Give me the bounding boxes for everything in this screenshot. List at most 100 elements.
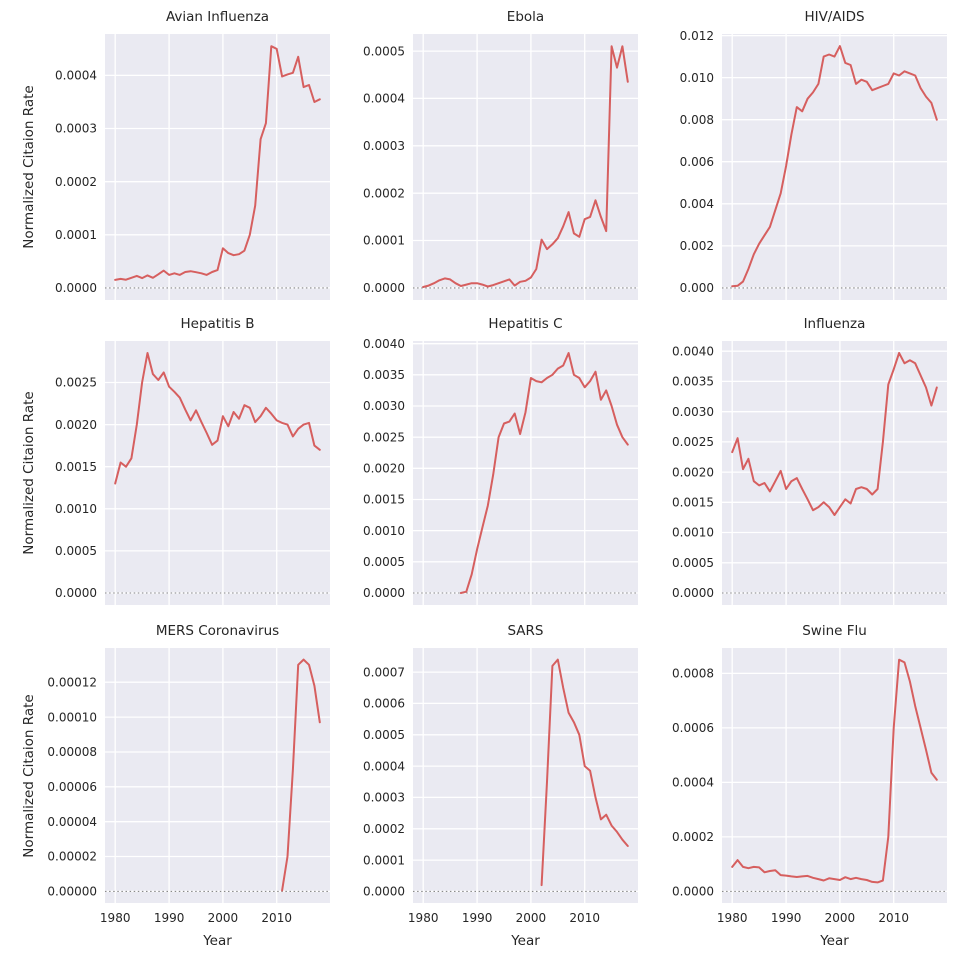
x-tick-label: 1990 xyxy=(462,911,493,925)
y-tick-label: 0.0025 xyxy=(55,376,97,390)
subplot-title: Ebola xyxy=(506,9,545,25)
x-tick-label: 2010 xyxy=(878,911,909,925)
y-tick-label: 0.0010 xyxy=(672,526,714,540)
axes-background xyxy=(413,648,638,903)
data-line xyxy=(731,658,938,884)
y-tick-label: 0.0040 xyxy=(672,344,714,358)
y-tick-label: 0.006 xyxy=(680,155,714,169)
axes-background xyxy=(105,34,330,300)
data-line xyxy=(731,352,938,516)
y-tick-label: 0.0000 xyxy=(363,885,405,899)
x-tick-label: 2000 xyxy=(825,911,856,925)
y-tick-label: 0.0015 xyxy=(55,460,97,474)
y-tick-label: 0.0003 xyxy=(363,791,405,805)
y-tick-label: 0.0040 xyxy=(363,337,405,351)
y-tick-label: 0.0015 xyxy=(363,493,405,507)
plot-area: 0.0000 0.0005 0.0010 0.0015 0.0020 0.0025 0.00… xyxy=(672,341,947,605)
y-tick-label: 0.00000 xyxy=(47,885,97,899)
y-tick-label: 0.012 xyxy=(680,29,714,43)
y-tick-label: 0.0004 xyxy=(672,776,714,790)
data-line xyxy=(459,352,629,594)
y-tick-label: 0.0035 xyxy=(363,368,405,382)
subplot-title: SARS xyxy=(507,623,544,639)
y-tick-label: 0.0020 xyxy=(55,418,97,432)
axes-background xyxy=(105,341,330,605)
subplot-title: Hepatitis C xyxy=(488,316,563,332)
y-tick-label: 0.0004 xyxy=(363,92,405,106)
plot-area: 0.0000 0.0001 0.0002 0.0003 0.0004 0.0005 xyxy=(363,34,638,300)
y-tick-label: 0.0025 xyxy=(363,430,405,444)
subplot-hiv-aids: HIV/AIDS 0.000 0.002 0.004 0.006 0.008 0.010 0… xyxy=(632,4,962,312)
axes-background xyxy=(722,34,947,300)
axes-background xyxy=(722,648,947,903)
subplot-ebola: Ebola 0.0000 0.0001 0.0002 0.0003 0.0004 0.00… xyxy=(323,4,653,312)
axes-background xyxy=(413,34,638,300)
y-tick-label: 0.0002 xyxy=(363,186,405,200)
y-tick-label: 0.0006 xyxy=(672,721,714,735)
y-tick-label: 0.0000 xyxy=(672,885,714,899)
y-tick-label: 0.0030 xyxy=(672,405,714,419)
subplot-influenza: Influenza 0.0000 0.0005 0.0010 0.0015 0.0020… xyxy=(632,311,962,617)
y-tick-label: 0.004 xyxy=(680,197,714,211)
data-line xyxy=(114,45,321,281)
y-tick-label: 0.0001 xyxy=(363,853,405,867)
x-axis-label: Year xyxy=(511,933,540,949)
y-tick-label: 0.0002 xyxy=(55,175,97,189)
subplot-mers-coronavirus: MERS Coronavirus Normalized Citaion Rate… xyxy=(15,618,345,965)
y-tick-label: 0.000 xyxy=(680,281,714,295)
y-tick-label: 0.0002 xyxy=(672,830,714,844)
subplot-title: MERS Coronavirus xyxy=(155,623,280,639)
axes-background xyxy=(722,341,947,605)
x-tick-label: 2010 xyxy=(569,911,600,925)
x-tick-label: 2000 xyxy=(208,911,239,925)
x-tick-label: 1980 xyxy=(100,911,131,925)
plot-area: 0.0000 0.0001 0.0002 0.0003 0.0004 0.0005 0.00… xyxy=(363,648,638,925)
y-tick-label: 0.0005 xyxy=(672,556,714,570)
y-tick-label: 0.0005 xyxy=(55,544,97,558)
subplot-title: HIV/AIDS xyxy=(804,9,865,25)
subplot-title: Avian Influenza xyxy=(165,9,270,25)
subplot-sars: SARS Year 0.0000 0.0001 0.0002 0.0003 0.0004… xyxy=(323,618,653,965)
x-axis-label: Year xyxy=(203,933,232,949)
y-tick-label: 0.0020 xyxy=(363,462,405,476)
y-tick-label: 0.00012 xyxy=(47,675,97,689)
axes-background xyxy=(413,341,638,605)
data-line xyxy=(114,352,321,485)
y-tick-label: 0.0000 xyxy=(55,586,97,600)
y-tick-label: 0.0006 xyxy=(363,697,405,711)
y-tick-label: 0.0004 xyxy=(55,69,97,83)
y-tick-label: 0.0008 xyxy=(672,667,714,681)
y-tick-label: 0.0003 xyxy=(363,139,405,153)
y-tick-label: 0.0002 xyxy=(363,822,405,836)
y-tick-label: 0.0000 xyxy=(55,281,97,295)
y-tick-label: 0.0007 xyxy=(363,665,405,679)
y-tick-label: 0.002 xyxy=(680,239,714,253)
y-tick-label: 0.0005 xyxy=(363,555,405,569)
plot-area: 0.0000 0.0005 0.0010 0.0015 0.0020 0.0025 0.00… xyxy=(363,337,638,605)
y-tick-label: 0.00006 xyxy=(47,780,97,794)
y-tick-label: 0.0035 xyxy=(672,375,714,389)
y-tick-label: 0.0004 xyxy=(363,759,405,773)
subplot-avian-influenza: Avian Influenza Normalized Citaion Rate … xyxy=(15,4,345,312)
data-line xyxy=(281,658,321,892)
data-line xyxy=(422,45,629,288)
y-tick-label: 0.0010 xyxy=(55,502,97,516)
subplot-hepatitis-b: Hepatitis B Normalized Citaion Rate 0.00… xyxy=(15,311,345,617)
y-tick-label: 0.010 xyxy=(680,71,714,85)
y-tick-label: 0.0025 xyxy=(672,435,714,449)
subplot-title: Influenza xyxy=(803,316,866,332)
subplot-title: Hepatitis B xyxy=(180,316,255,332)
y-tick-label: 0.0000 xyxy=(363,586,405,600)
data-line xyxy=(540,658,629,887)
y-tick-label: 0.0001 xyxy=(55,228,97,242)
x-tick-label: 2000 xyxy=(516,911,547,925)
subplot-title: Swine Flu xyxy=(802,623,867,639)
y-tick-label: 0.0000 xyxy=(672,586,714,600)
y-tick-label: 0.0005 xyxy=(363,728,405,742)
y-tick-label: 0.008 xyxy=(680,113,714,127)
y-tick-label: 0.0015 xyxy=(672,496,714,510)
subplot-hepatitis-c: Hepatitis C 0.0000 0.0005 0.0010 0.0015 0.00… xyxy=(323,311,653,617)
data-line xyxy=(731,45,938,288)
plot-area: 0.0000 0.0005 0.0010 0.0015 0.0020 0.0025 xyxy=(55,341,330,605)
